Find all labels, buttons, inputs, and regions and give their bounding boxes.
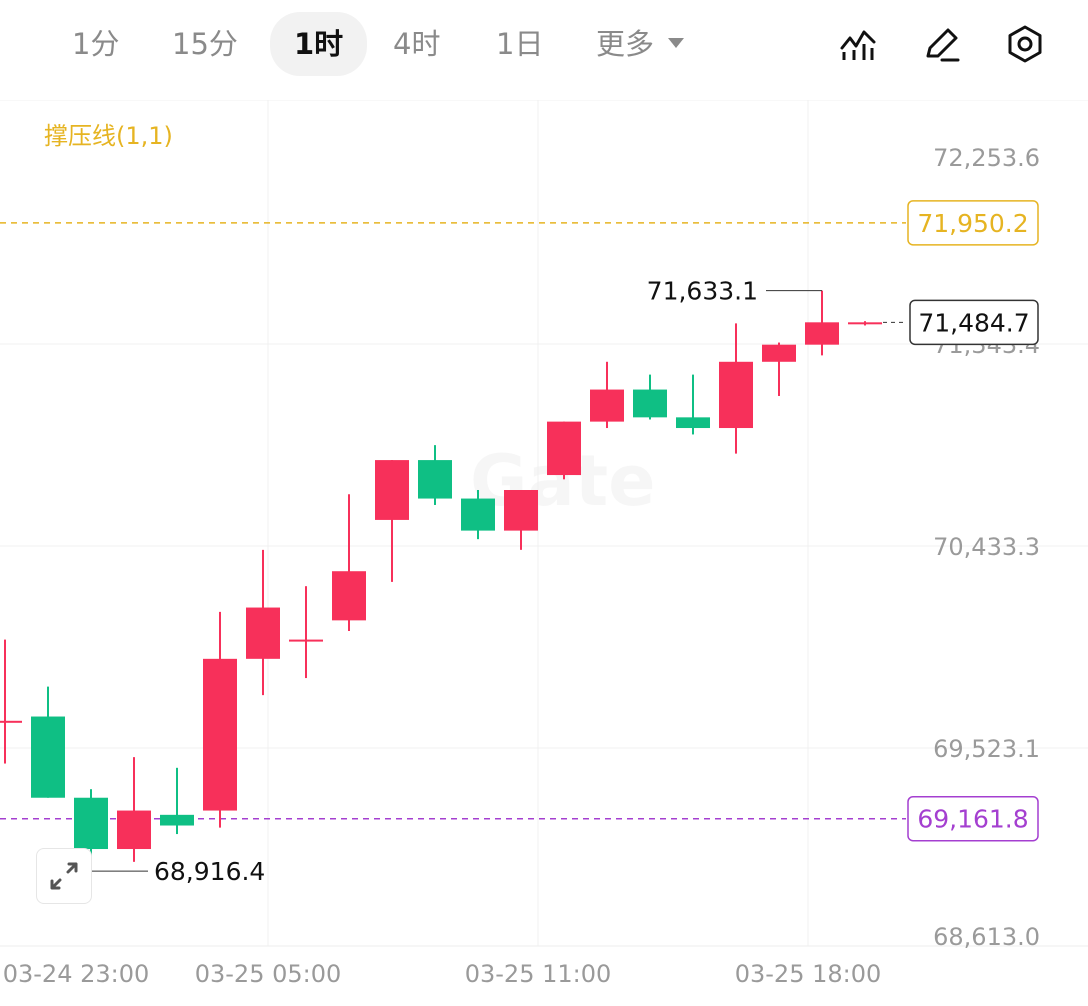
low-marker-label: 68,916.4 (154, 857, 265, 886)
last-price-label: 71,484.7 (918, 308, 1029, 337)
indicator-chart-icon[interactable] (836, 22, 880, 66)
candle-body (504, 490, 538, 531)
x-tick-label: 03-25 11:00 (465, 960, 612, 988)
candle-body (633, 389, 667, 418)
high-marker-label: 71,633.1 (647, 277, 758, 306)
support-label: 69,161.8 (917, 805, 1028, 834)
x-tick-label: 03-25 18:00 (735, 960, 882, 988)
tab-1min[interactable]: 1分 (72, 27, 120, 61)
candle-body (676, 417, 710, 429)
candle-body (31, 716, 65, 798)
x-tick-label: 03-24 23:00 (3, 960, 150, 988)
tab-4hour[interactable]: 4时 (393, 27, 441, 61)
candle-body (461, 498, 495, 531)
indicator-label: 撑压线(1,1) (44, 122, 173, 150)
candle-body (375, 460, 409, 520)
expand-icon (50, 862, 78, 890)
candle-body (160, 814, 194, 826)
candle-body (0, 720, 22, 723)
candle-body (203, 658, 237, 811)
tab-1day[interactable]: 1日 (496, 27, 544, 61)
more-dropdown[interactable]: 更多 (596, 22, 685, 66)
last-price-badge (909, 299, 1039, 346)
y-tick-label: 68,613.0 (933, 923, 1040, 951)
more-label: 更多 (596, 27, 655, 61)
candle-body (246, 607, 280, 659)
candle-body (590, 389, 624, 422)
tab-1hour[interactable]: 1时 (270, 12, 368, 76)
y-tick-label: 69,523.1 (933, 735, 1040, 763)
candle-body (418, 460, 452, 499)
candle-body (289, 639, 323, 642)
candle-body (719, 361, 753, 429)
candle-body (805, 322, 839, 345)
caret-down-icon (668, 38, 685, 48)
tab-15min[interactable]: 15分 (172, 27, 238, 61)
resistance-label: 71,950.2 (917, 209, 1028, 238)
timeframe-toolbar: 1分 15分 1时 4时 1日 更多 (0, 0, 1088, 90)
candle-body (848, 322, 882, 325)
resistance-badge (907, 200, 1039, 246)
candle-body (117, 810, 151, 850)
settings-gear-icon[interactable] (1003, 22, 1047, 66)
candle-body (332, 571, 366, 621)
candle-body (74, 797, 108, 850)
expand-button[interactable] (36, 848, 92, 904)
candle-body (762, 344, 796, 362)
y-tick-label: 72,253.6 (933, 144, 1040, 172)
candlestick-chart[interactable]: 72,253.671,343.470,433.369,523.168,613.0… (0, 100, 1088, 1006)
support-badge (907, 795, 1039, 842)
candle-body (547, 421, 581, 476)
y-tick-label: 70,433.3 (933, 533, 1040, 561)
pencil-icon[interactable] (920, 22, 964, 66)
x-tick-label: 03-25 05:00 (195, 960, 342, 988)
